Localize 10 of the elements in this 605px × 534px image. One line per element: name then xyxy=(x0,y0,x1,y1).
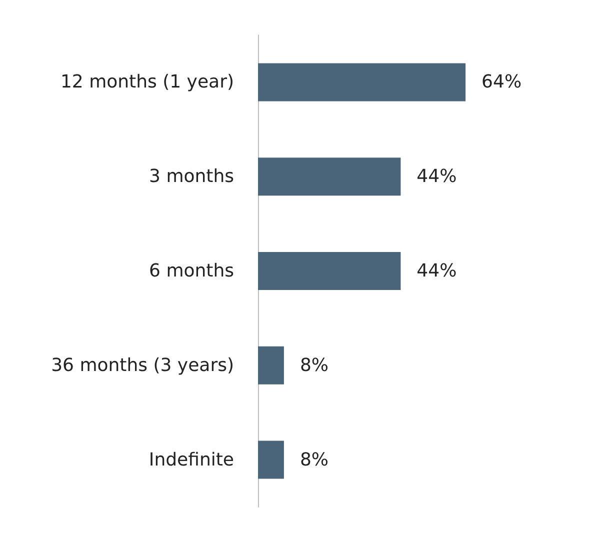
y-tick-label: 36 months (3 years) xyxy=(51,354,234,376)
data-label: 64% xyxy=(482,72,522,93)
y-tick-label: 12 months (1 year) xyxy=(60,72,234,93)
data-label: 44% xyxy=(416,260,457,282)
data-label: 8% xyxy=(300,449,329,470)
data-label: 44% xyxy=(416,166,457,188)
y-tick-label: Indefinite xyxy=(148,449,234,470)
data-label: 8% xyxy=(300,354,329,376)
y-tick-label: 3 months xyxy=(149,166,234,188)
y-tick-label: 6 months xyxy=(149,260,234,282)
